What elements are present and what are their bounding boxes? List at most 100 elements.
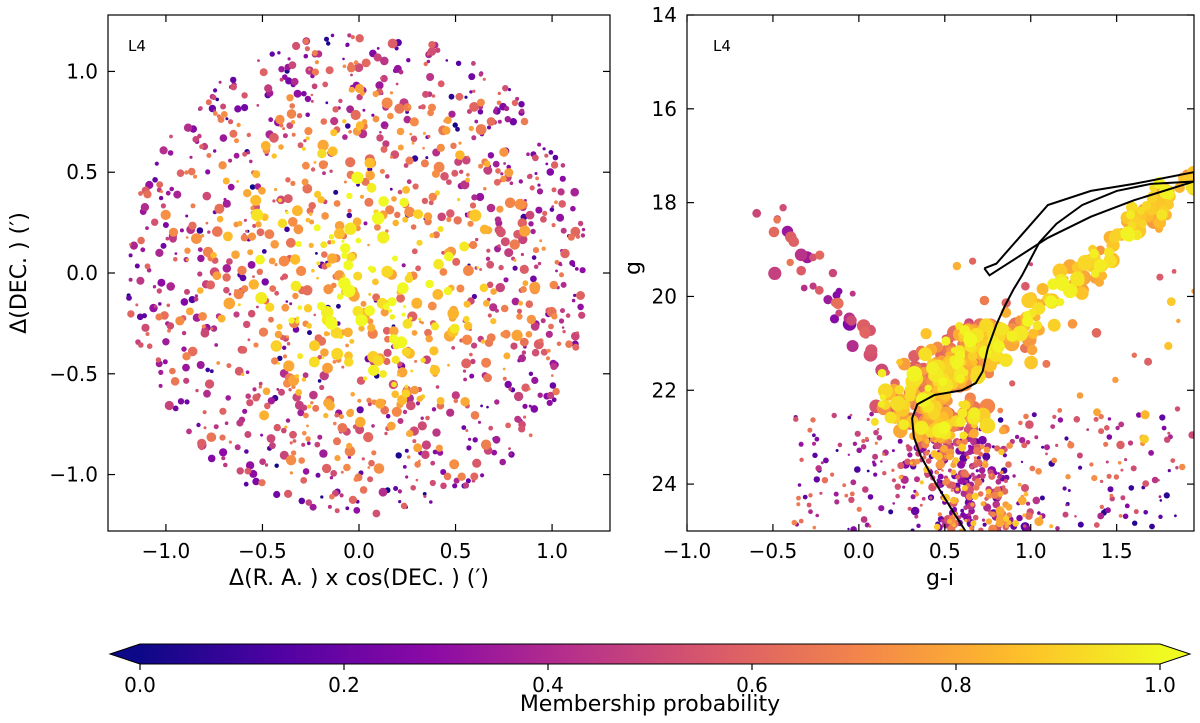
star-point [303,412,309,419]
star-point [368,364,380,376]
star-point [382,140,390,148]
star-point [474,119,479,124]
star-point [511,99,519,107]
star-point [1174,514,1177,518]
star-point [249,469,258,478]
star-point [1064,436,1069,441]
star-point [302,468,310,475]
star-point [819,491,823,495]
star-point [916,523,921,528]
star-point [979,444,985,450]
star-point [174,252,178,256]
star-point [551,205,554,208]
star-point [264,463,269,467]
star-point [483,373,492,383]
star-point [290,254,301,265]
y-tick-label: 1.0 [66,59,98,83]
star-point [347,33,352,38]
star-point [1093,416,1099,422]
star-point [268,117,274,123]
star-point [940,444,949,453]
star-point [995,506,1005,516]
star-point [561,326,565,329]
star-point [898,419,910,430]
star-point [333,437,341,446]
star-point [979,473,986,480]
star-point [499,458,507,466]
star-point [896,358,903,366]
star-point [854,466,861,473]
x-tick-label: −0.5 [238,539,287,563]
star-point [128,277,133,282]
star-point [410,224,417,230]
star-point [518,425,526,433]
star-point [415,265,421,272]
star-point [220,111,228,118]
cmd-curves [911,171,1194,531]
star-point [856,506,862,512]
star-point [837,442,843,448]
star-point [401,263,406,268]
star-point [407,105,411,109]
star-point [1097,512,1105,520]
star-point [1012,474,1016,478]
star-point [1103,254,1117,268]
star-point [223,286,230,294]
star-point [821,477,829,484]
spatial-panel: −1.0 −0.5 0.0 0.5 1.0 −1.0−0.50.00.51.0 L4 Δ… [7,14,611,591]
star-point [952,261,962,271]
star-point [528,221,534,227]
star-point [337,333,344,340]
star-point [1026,501,1031,506]
star-point [382,326,391,335]
star-point [194,294,199,298]
star-point [436,397,445,405]
star-point [1027,344,1038,356]
star-point [494,308,499,313]
star-point [258,186,266,195]
star-point [531,348,540,357]
star-point [518,300,523,306]
star-point [874,441,878,445]
star-point [366,397,372,403]
star-point [1091,328,1102,338]
star-point [155,357,162,363]
star-point [950,469,957,476]
star-point [311,68,319,76]
star-point [938,421,951,434]
star-point [1025,420,1034,429]
star-point [535,206,543,214]
star-point [260,433,264,437]
star-point [455,126,460,132]
star-point [363,376,368,381]
star-point [261,249,267,254]
star-point [380,145,388,153]
star-point [448,110,456,118]
star-point [391,406,402,417]
star-point [396,127,405,136]
star-point [794,248,808,262]
star-point [409,117,419,127]
star-point [417,421,427,431]
star-point [285,455,297,466]
star-point [277,218,288,228]
star-point [303,53,309,59]
star-point [1032,320,1043,331]
star-point [300,477,308,484]
star-point [402,216,409,223]
star-point [537,142,542,147]
star-point [830,472,835,477]
star-point [1075,286,1089,300]
star-point [978,435,987,445]
star-point [472,437,478,443]
star-point [281,273,288,280]
star-point [849,491,855,497]
star-point [451,391,460,400]
star-point [1039,495,1045,501]
star-point [941,336,951,346]
star-point [353,271,363,281]
star-point [297,142,304,149]
star-point [486,281,494,289]
star-point [184,170,189,175]
